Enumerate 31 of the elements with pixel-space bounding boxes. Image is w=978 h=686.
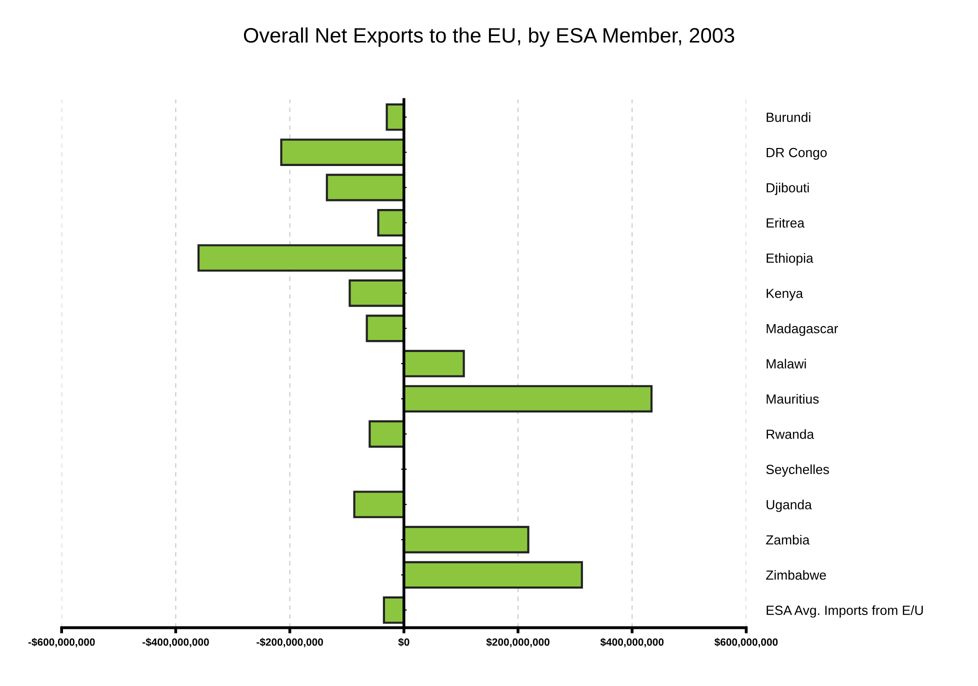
y-tick-label: Zambia bbox=[766, 534, 810, 545]
x-tick-label: -$200,000,000 bbox=[256, 638, 323, 648]
bar bbox=[368, 420, 405, 448]
x-tick-label: $600,000,000 bbox=[714, 638, 778, 648]
y-tick-label: Kenya bbox=[766, 288, 804, 301]
y-tick-label: Mauritius bbox=[766, 394, 819, 404]
bar bbox=[326, 174, 405, 202]
x-tick-label: $400,000,000 bbox=[600, 638, 664, 648]
y-tick-label: Ethiopia bbox=[766, 253, 814, 266]
bar bbox=[348, 279, 405, 307]
bar bbox=[366, 314, 405, 342]
x-tick-label: $200,000,000 bbox=[486, 638, 550, 648]
x-tick-label: -$600,000,000 bbox=[28, 638, 95, 648]
y-tick-label: Eritrea bbox=[766, 218, 805, 228]
y-tick-label: Madagascar bbox=[766, 324, 838, 336]
y-tick-label: Uganda bbox=[766, 500, 812, 512]
bar bbox=[377, 209, 405, 236]
y-tick-label: Zimbabwe bbox=[766, 570, 826, 580]
x-tick-label: -$400,000,000 bbox=[142, 638, 209, 648]
bar bbox=[197, 244, 405, 272]
y-tick-label: Djibouti bbox=[766, 182, 809, 196]
y-tick-label: ESA Avg. Imports from E/U bbox=[766, 605, 923, 618]
y-tick-label: DR Congo bbox=[766, 148, 827, 160]
y-tick-label: Rwanda bbox=[766, 429, 814, 439]
bar bbox=[280, 138, 405, 166]
y-tick-label: Burundi bbox=[766, 112, 810, 122]
y-tick-label: Malawi bbox=[766, 358, 806, 368]
x-tick-label: $0 bbox=[398, 638, 410, 646]
y-tick-label: Seychelles bbox=[766, 464, 829, 477]
chart-title: Overall Net Exports to the EU, by ESA Member, 2003 bbox=[244, 27, 734, 47]
bar bbox=[353, 490, 405, 518]
